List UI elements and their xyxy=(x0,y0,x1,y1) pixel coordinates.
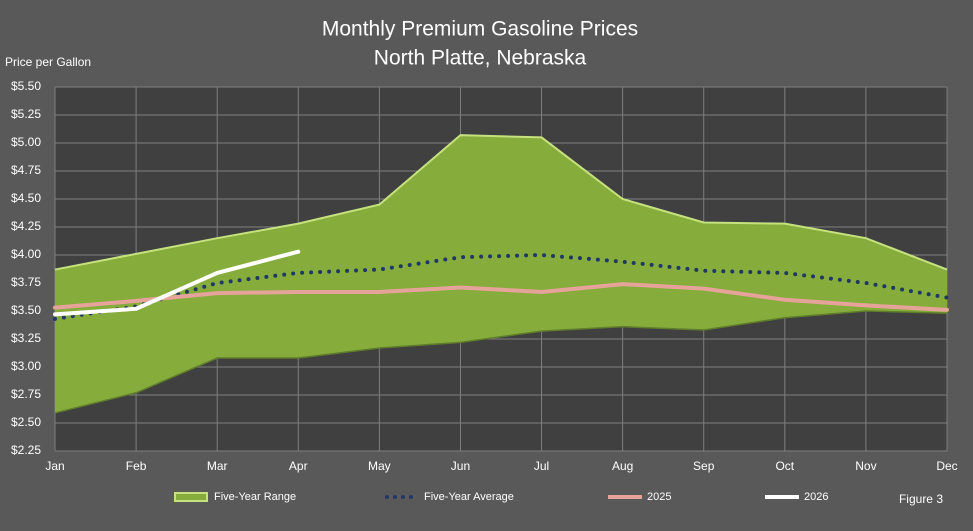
x-tick-label: Aug xyxy=(612,459,633,473)
y-tick-label: $4.50 xyxy=(11,191,41,205)
y-tick-label: $4.25 xyxy=(11,219,41,233)
legend-label: Five-Year Average xyxy=(424,491,514,503)
y-tick-label: $5.50 xyxy=(11,79,41,93)
y-tick-label: $3.75 xyxy=(11,275,41,289)
y-tick-label: $4.00 xyxy=(11,247,41,261)
y-tick-label: $3.00 xyxy=(11,359,41,373)
annotation: Figure 3 xyxy=(899,492,943,506)
y-tick-label: $5.25 xyxy=(11,107,41,121)
y-tick-label: $4.75 xyxy=(11,163,41,177)
chart-title: Monthly Premium Gasoline Prices xyxy=(322,18,638,41)
range-upper-edge xyxy=(54,134,948,271)
legend-label: 2025 xyxy=(647,491,671,503)
x-tick-label: May xyxy=(368,459,391,473)
chart-subtitle: North Platte, Nebraska xyxy=(374,47,587,70)
legend-label: 2026 xyxy=(804,491,828,503)
x-tick-label: Jan xyxy=(45,459,64,473)
line-3 xyxy=(53,249,301,317)
y-tick-label: $2.25 xyxy=(11,443,41,457)
x-tick-label: Apr xyxy=(289,459,308,473)
y-tick-label: $3.50 xyxy=(11,303,41,317)
y-tick-label: $3.25 xyxy=(11,331,41,345)
y-tick-label: $5.00 xyxy=(11,135,41,149)
x-tick-label: Sep xyxy=(693,459,715,473)
line-2 xyxy=(53,282,949,312)
legend-label: Five-Year Range xyxy=(214,491,296,503)
range-area xyxy=(55,135,947,413)
range-lower-edge xyxy=(54,310,948,414)
line-1 xyxy=(53,253,949,321)
x-tick-label: Mar xyxy=(207,459,228,473)
x-tick-label: Feb xyxy=(126,459,147,473)
x-tick-label: Dec xyxy=(936,459,957,473)
y-tick-label: $2.50 xyxy=(11,415,41,429)
legend-swatch xyxy=(174,492,208,502)
x-tick-label: Nov xyxy=(855,459,876,473)
x-tick-label: Jun xyxy=(451,459,470,473)
y-axis-label: Price per Gallon xyxy=(5,55,91,69)
x-tick-label: Oct xyxy=(775,459,794,473)
y-tick-label: $2.75 xyxy=(11,387,41,401)
x-tick-label: Jul xyxy=(534,459,549,473)
